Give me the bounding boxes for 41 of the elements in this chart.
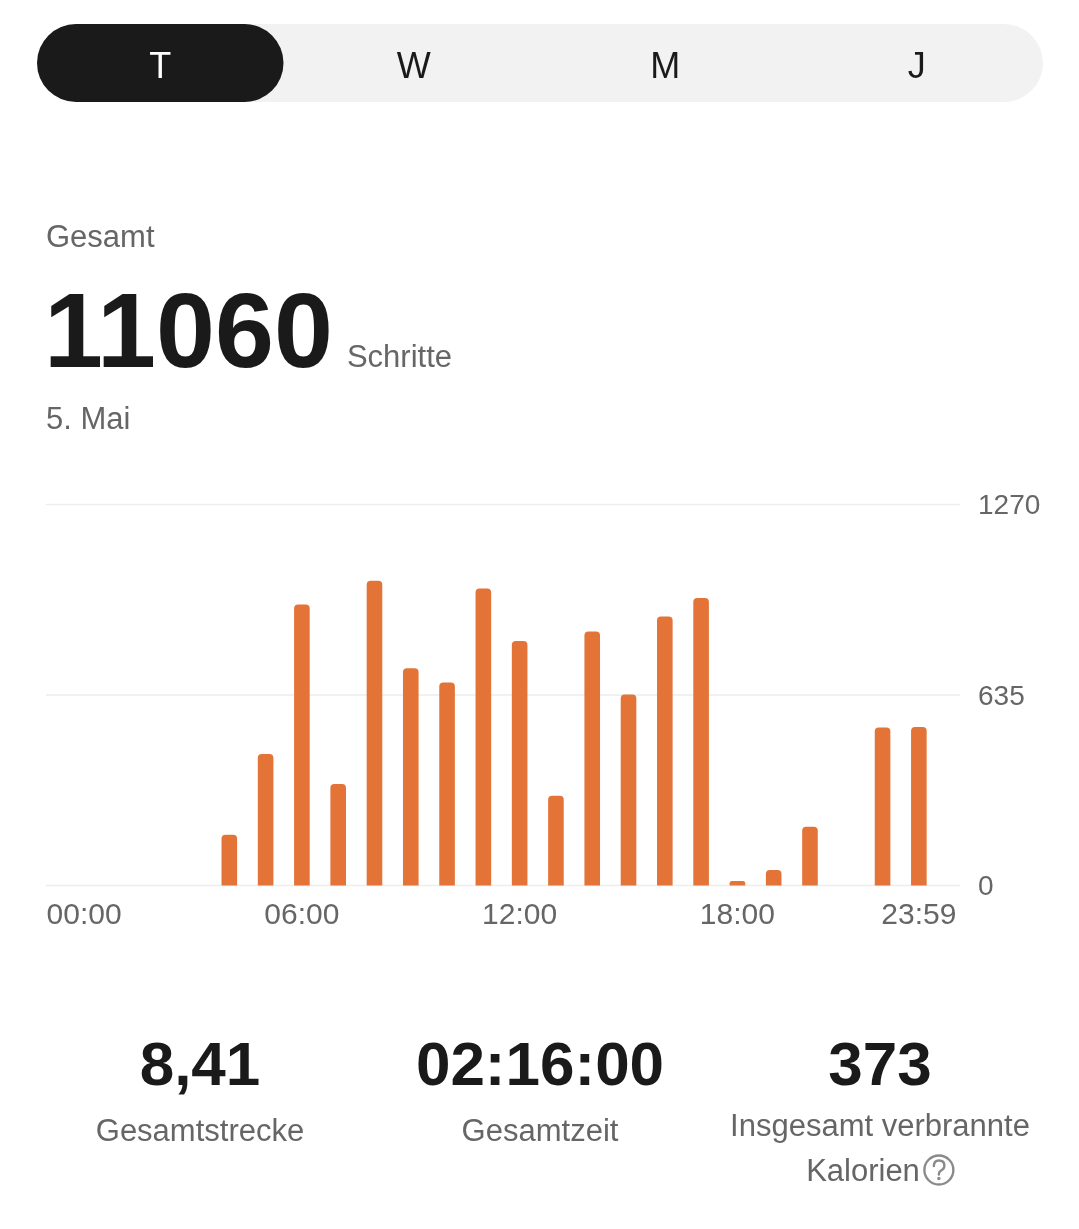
bar bbox=[584, 631, 601, 886]
text: Insgesamt verbrannte Kalorien bbox=[730, 1108, 1030, 1188]
text: Schritte bbox=[346, 339, 453, 374]
text: W bbox=[396, 45, 431, 86]
text: Gesamtzeit bbox=[461, 1113, 619, 1148]
bar bbox=[802, 826, 818, 886]
text: Gesamtstrecke bbox=[95, 1113, 305, 1148]
x-tick-label: 00:00 bbox=[46, 897, 122, 930]
bar bbox=[439, 682, 455, 886]
text: 373 bbox=[828, 1029, 932, 1098]
bar bbox=[657, 616, 673, 886]
x-tick-label: 18:00 bbox=[699, 897, 775, 930]
text: Gesamt bbox=[46, 219, 155, 254]
bar bbox=[475, 588, 492, 886]
y-tick-label: 1270 bbox=[978, 489, 1041, 520]
bar bbox=[729, 881, 746, 886]
y-tick-label: 635 bbox=[978, 679, 1025, 711]
x-tick-label: 23:59 bbox=[881, 897, 957, 930]
bar bbox=[620, 694, 637, 886]
bar bbox=[693, 598, 709, 886]
bar bbox=[765, 869, 782, 886]
x-tick-label: 06:00 bbox=[264, 897, 340, 930]
bar bbox=[221, 834, 238, 886]
bar bbox=[548, 795, 564, 886]
bar bbox=[402, 668, 419, 886]
text: 11060 bbox=[44, 271, 333, 389]
bar bbox=[911, 727, 927, 886]
text: 8,41 bbox=[139, 1029, 261, 1098]
x-tick-label: 12:00 bbox=[482, 897, 558, 930]
bar bbox=[511, 641, 528, 886]
text: M bbox=[650, 45, 681, 86]
bar bbox=[294, 604, 310, 886]
text: 5. Mai bbox=[46, 401, 131, 436]
bar bbox=[874, 727, 891, 886]
bar bbox=[330, 784, 346, 886]
bar bbox=[257, 754, 274, 886]
text: 02:16:00 bbox=[415, 1029, 665, 1098]
text: J bbox=[907, 45, 926, 86]
y-tick-label: 0 bbox=[978, 870, 994, 901]
bar bbox=[366, 580, 383, 886]
text: T bbox=[149, 45, 172, 86]
